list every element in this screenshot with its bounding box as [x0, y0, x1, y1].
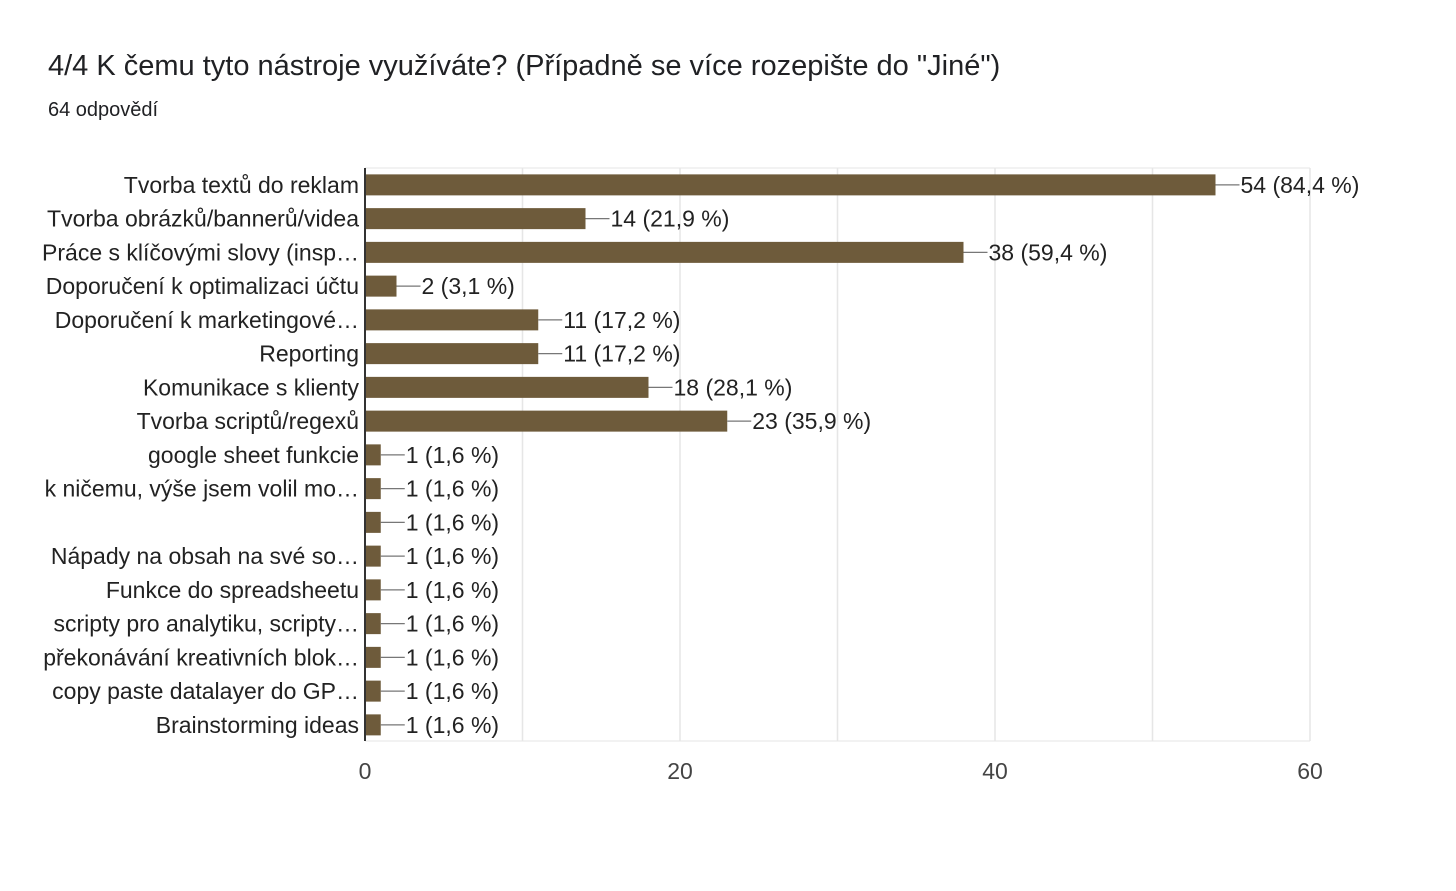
category-label: Tvorba obrázků/bannerů/videa — [47, 206, 359, 232]
data-label: 1 (1,6 %) — [406, 442, 499, 468]
bars — [365, 174, 1240, 736]
labels: Tvorba textů do reklam 54 (84,4 %) Tvorba … — [42, 172, 1359, 784]
response-count: 64 odpovědí — [48, 99, 159, 121]
data-label: 1 (1,6 %) — [406, 476, 499, 502]
category-label: Práce s klíčovými slovy (insp… — [42, 239, 359, 265]
data-label: 1 (1,6 %) — [406, 543, 499, 569]
data-label: 11 (17,2 %) — [563, 341, 680, 367]
category-label: Tvorba scriptů/regexů — [137, 408, 359, 434]
bar — [365, 646, 381, 668]
bar — [365, 208, 586, 230]
category-label: Funkce do spreadsheetu — [106, 577, 359, 603]
category-label: Nápady na obsah na své so… — [51, 543, 359, 569]
data-label: 1 (1,6 %) — [406, 678, 499, 704]
data-label: 1 (1,6 %) — [406, 611, 499, 637]
bar — [365, 275, 397, 297]
data-label: 18 (28,1 %) — [674, 374, 793, 400]
bar — [365, 714, 381, 736]
bar — [365, 309, 539, 331]
category-label: Reporting — [259, 341, 359, 367]
data-label: 23 (35,9 %) — [752, 408, 871, 434]
data-label: 14 (21,9 %) — [611, 206, 730, 232]
data-label: 54 (84,4 %) — [1241, 172, 1360, 198]
x-tick-label: 60 — [1297, 758, 1323, 784]
data-label: 1 (1,6 %) — [406, 712, 499, 738]
bar — [365, 174, 1216, 196]
data-label: 38 (59,4 %) — [989, 239, 1108, 265]
category-label: scripty pro analytiku, scripty… — [54, 611, 359, 637]
category-label: k ničemu, výše jsem volil mo… — [45, 476, 359, 502]
bar — [365, 613, 381, 635]
bar — [365, 343, 539, 365]
x-tick-label: 40 — [982, 758, 1008, 784]
bar — [365, 376, 649, 398]
data-label: 2 (3,1 %) — [422, 273, 515, 299]
data-label: 11 (17,2 %) — [563, 307, 680, 333]
x-tick-label: 20 — [667, 758, 693, 784]
category-label: Doporučení k optimalizaci účtu — [46, 273, 359, 299]
category-label: copy paste datalayer do GP… — [52, 678, 359, 704]
category-label: Brainstorming ideas — [156, 712, 359, 738]
category-label: google sheet funkcie — [148, 442, 359, 468]
bar — [365, 680, 381, 702]
bar — [365, 511, 381, 533]
bar — [365, 579, 381, 601]
category-label: Doporučení k marketingové… — [55, 307, 359, 333]
gridlines — [365, 167, 1311, 742]
bar — [365, 545, 381, 567]
category-label: Komunikace s klienty — [143, 374, 360, 400]
category-label: překonávání kreativních blok… — [43, 644, 359, 670]
bar — [365, 478, 381, 500]
category-label: Tvorba textů do reklam — [124, 172, 359, 198]
data-label: 1 (1,6 %) — [406, 577, 499, 603]
bar — [365, 410, 728, 432]
chart-title: 4/4 K čemu tyto nástroje využíváte? (Pří… — [48, 50, 1001, 82]
x-tick-label: 0 — [359, 758, 372, 784]
data-label: 1 (1,6 %) — [406, 644, 499, 670]
bar — [365, 241, 964, 263]
data-label: 1 (1,6 %) — [406, 509, 499, 535]
bar — [365, 444, 381, 466]
